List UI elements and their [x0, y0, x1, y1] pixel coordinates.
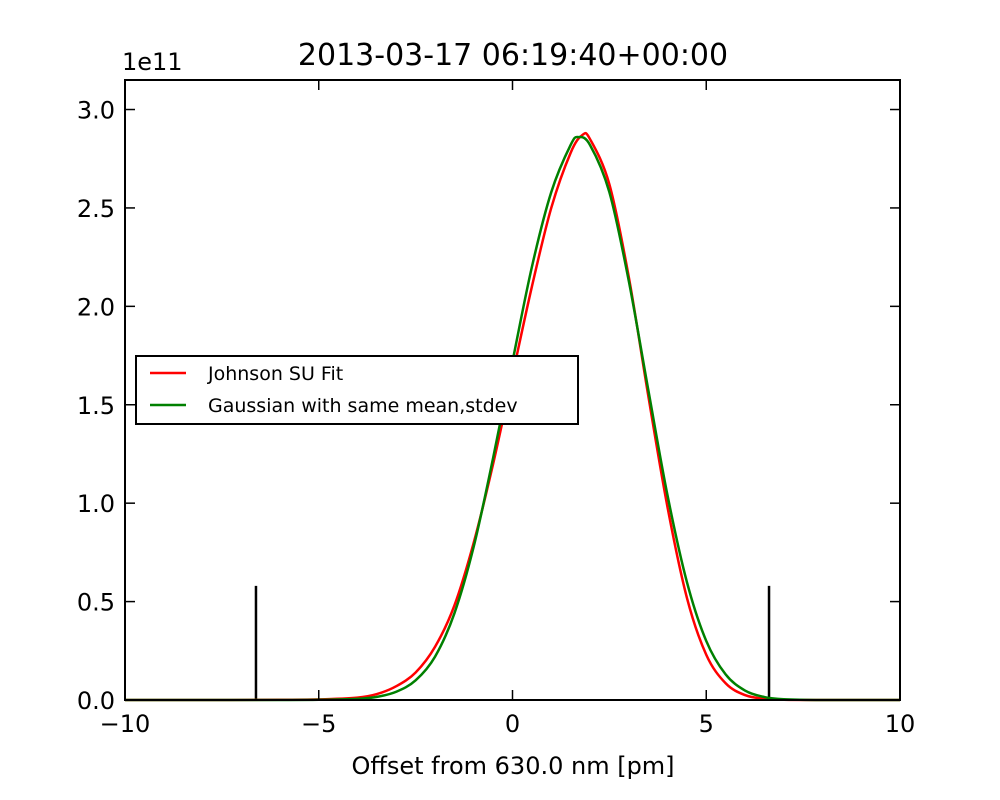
x-axis-label: Offset from 630.0 nm [pm]: [351, 752, 674, 780]
y-offset-label: 1e11: [122, 48, 183, 76]
x-tick-label: 5: [699, 710, 714, 738]
y-tick-label: 1.0: [77, 490, 115, 518]
legend: Johnson SU Fit Gaussian with same mean,s…: [135, 355, 579, 425]
legend-frame: [135, 355, 579, 425]
y-tick-label: 0.0: [77, 687, 115, 715]
axis-ticks: −10 −5 0 5 10 0.0 0.5 1.0 1.5 2.0 2.5 3.0: [77, 80, 915, 738]
y-tick-label: 2.5: [77, 195, 115, 223]
x-tick-label: 10: [885, 710, 916, 738]
chart-title: 2013-03-17 06:19:40+00:00: [298, 38, 728, 73]
legend-label-johnson-su: Johnson SU Fit: [207, 363, 343, 385]
plot-area: [125, 131, 900, 702]
x-tick-label: −10: [100, 710, 151, 738]
y-tick-label: 3.0: [77, 97, 115, 125]
x-tick-label: 0: [505, 710, 520, 738]
y-tick-label: 1.5: [77, 392, 115, 420]
y-tick-label: 2.0: [77, 293, 115, 321]
x-tick-label: −5: [301, 710, 336, 738]
y-tick-label: 0.5: [77, 589, 115, 617]
legend-label-gaussian: Gaussian with same mean,stdev: [208, 395, 518, 417]
johnson-su-fit-line: [125, 131, 900, 702]
gaussian-fit-line: [125, 135, 900, 702]
